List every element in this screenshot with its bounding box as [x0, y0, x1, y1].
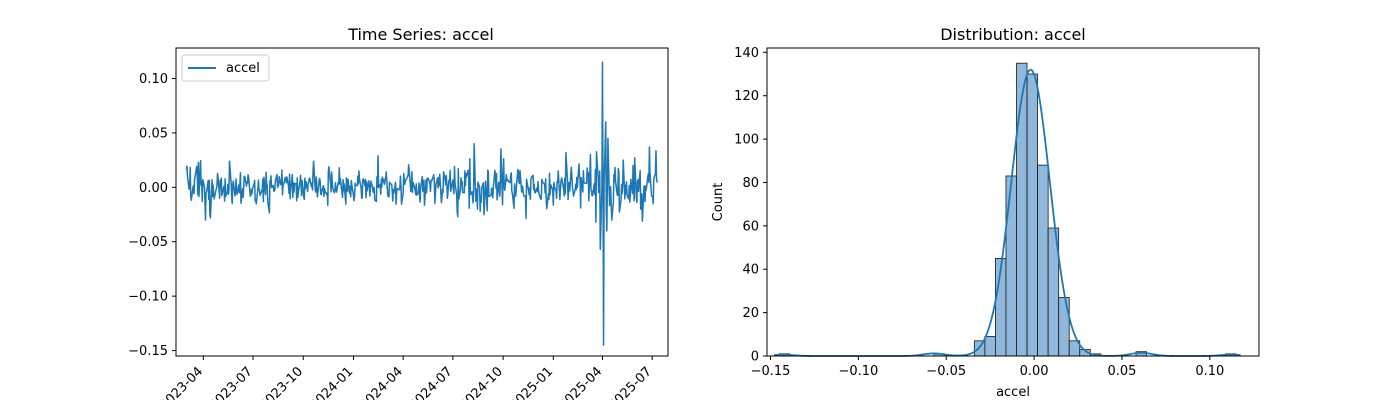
histogram-bar	[1058, 297, 1070, 357]
x-tick-label: −0.15	[751, 364, 791, 379]
legend-box	[181, 54, 270, 82]
distribution-x-ticks: −0.15 −0.10 −0.05 0.00 0.05 0.10	[751, 356, 1224, 379]
y-tick-label: 60	[742, 219, 759, 234]
time-series-y-ticks: −0.15 −0.10 −0.05 0.00 0.05 0.10	[128, 72, 176, 359]
distribution-axes-frame	[766, 47, 1260, 357]
y-tick-label: −0.10	[128, 290, 168, 305]
y-tick-label: −0.15	[128, 344, 168, 359]
x-tick-label: 0.05	[1107, 364, 1136, 379]
distribution-title: Distribution: accel	[940, 25, 1086, 44]
y-tick-label: 20	[742, 306, 759, 321]
y-tick-label: 40	[742, 263, 759, 278]
distribution-y-ticks: 0 20 40 60 80 100 120 140	[734, 46, 767, 365]
x-tick-label: 0.00	[1020, 364, 1049, 379]
x-tick-label: −0.10	[838, 364, 878, 379]
time-series-legend: accel	[181, 54, 270, 82]
distribution-chart: Distribution: accel −0.15 −0.10 −0.05 0.00 0…	[711, 25, 1260, 400]
histogram-bar	[1005, 175, 1017, 357]
histogram-bar	[1037, 164, 1049, 357]
y-tick-label: 0.05	[139, 126, 168, 141]
y-tick-label: 0.00	[139, 181, 168, 196]
y-tick-label: 0.10	[139, 72, 168, 87]
x-tick-label: −0.05	[926, 364, 966, 379]
distribution-x-axis-label: accel	[996, 385, 1030, 400]
legend-entry-accel: accel	[226, 61, 260, 76]
time-series-axes-frame	[175, 47, 669, 357]
time-series-title: Time Series: accel	[347, 25, 494, 44]
x-tick-label: 0.10	[1195, 364, 1224, 379]
y-tick-label: 80	[742, 176, 759, 191]
series-line-accel	[185, 61, 658, 346]
distribution-y-axis-label: Count	[711, 183, 726, 222]
time-series-plot-area	[185, 61, 658, 346]
y-tick-label: −0.05	[128, 235, 168, 250]
histogram-bar	[1026, 73, 1039, 357]
y-tick-label: 0	[751, 350, 759, 365]
y-tick-label: 120	[734, 89, 759, 104]
y-tick-label: 140	[734, 46, 759, 61]
y-tick-label: 100	[734, 133, 759, 148]
histogram-bar	[984, 336, 996, 357]
histogram-bar	[1016, 62, 1028, 357]
